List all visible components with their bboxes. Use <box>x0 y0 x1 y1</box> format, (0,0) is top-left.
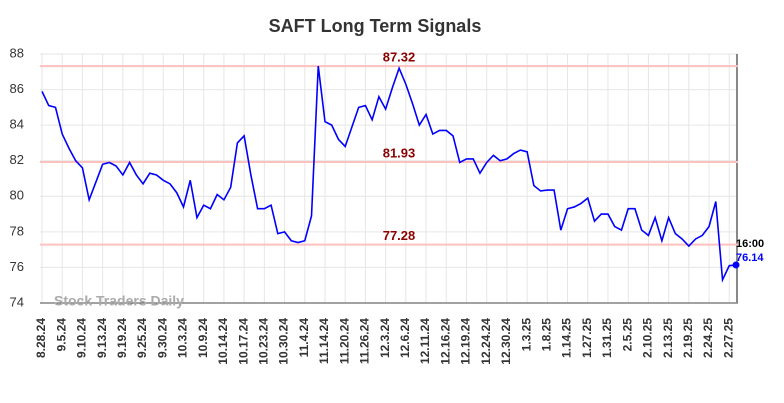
x-tick-label: 12.11.24 <box>418 318 432 364</box>
signal-label: 81.93 <box>383 145 416 160</box>
x-tick-label: 11.26.24 <box>358 318 372 364</box>
x-tick-label: 10.14.24 <box>216 318 230 365</box>
x-tick-label: 10.17.24 <box>236 318 250 365</box>
x-tick-label: 9.25.24 <box>135 318 149 358</box>
x-tick-label: 9.30.24 <box>155 318 169 358</box>
x-tick-label: 2.10.25 <box>641 318 655 358</box>
x-tick-label: 2.19.25 <box>681 318 695 358</box>
x-tick-label: 9.13.24 <box>95 318 109 358</box>
x-tick-label: 12.16.24 <box>438 318 452 365</box>
x-tick-label: 1.14.25 <box>560 318 574 358</box>
x-tick-label: 12.30.24 <box>499 318 513 365</box>
x-tick-label: 2.5.25 <box>620 318 634 352</box>
y-tick-label: 86 <box>10 81 24 96</box>
last-point <box>732 261 740 269</box>
last-value-label: 76.14 <box>736 252 764 264</box>
x-tick-label: 1.8.25 <box>540 318 554 352</box>
watermark: Stock Traders Daily <box>54 293 184 309</box>
x-tick-label: 9.19.24 <box>115 318 129 358</box>
x-tick-label: 2.24.25 <box>701 318 715 358</box>
x-tick-label: 12.6.24 <box>398 318 412 358</box>
y-tick-label: 74 <box>10 294 24 309</box>
x-tick-label: 9.5.24 <box>54 318 68 352</box>
x-tick-label: 11.20.24 <box>337 318 351 364</box>
time-label: 16:00 <box>736 238 764 250</box>
x-tick-label: 2.27.25 <box>721 318 735 358</box>
signal-label: 87.32 <box>383 50 416 65</box>
price-line <box>41 65 737 283</box>
x-tick-label: 1.3.25 <box>519 318 533 352</box>
x-tick-label: 12.19.24 <box>459 318 473 365</box>
x-tick-label: 8.28.24 <box>34 318 48 358</box>
x-tick-label: 1.27.25 <box>580 318 594 358</box>
x-tick-label: 10.3.24 <box>176 318 190 358</box>
x-tick-label: 11.14.24 <box>317 318 331 364</box>
y-tick-label: 84 <box>10 117 24 132</box>
y-tick-label: 80 <box>10 188 24 203</box>
y-tick-label: 78 <box>10 223 24 238</box>
x-tick-label: 10.23.24 <box>257 318 271 365</box>
x-tick-label: 10.9.24 <box>196 318 210 358</box>
signal-label: 77.28 <box>383 228 416 243</box>
chart-title: SAFT Long Term Signals <box>269 16 482 36</box>
x-tick-label: 12.24.24 <box>479 318 493 365</box>
x-tick-label: 11.4.24 <box>297 318 311 358</box>
x-tick-label: 2.13.25 <box>661 318 675 358</box>
x-tick-label: 9.10.24 <box>75 318 89 358</box>
x-tick-label: 10.30.24 <box>277 318 291 365</box>
y-tick-label: 76 <box>10 259 24 274</box>
y-tick-label: 88 <box>10 45 24 60</box>
y-tick-label: 82 <box>10 152 24 167</box>
x-tick-label: 12.3.24 <box>378 318 392 358</box>
x-tick-label: 1.31.25 <box>600 318 614 358</box>
